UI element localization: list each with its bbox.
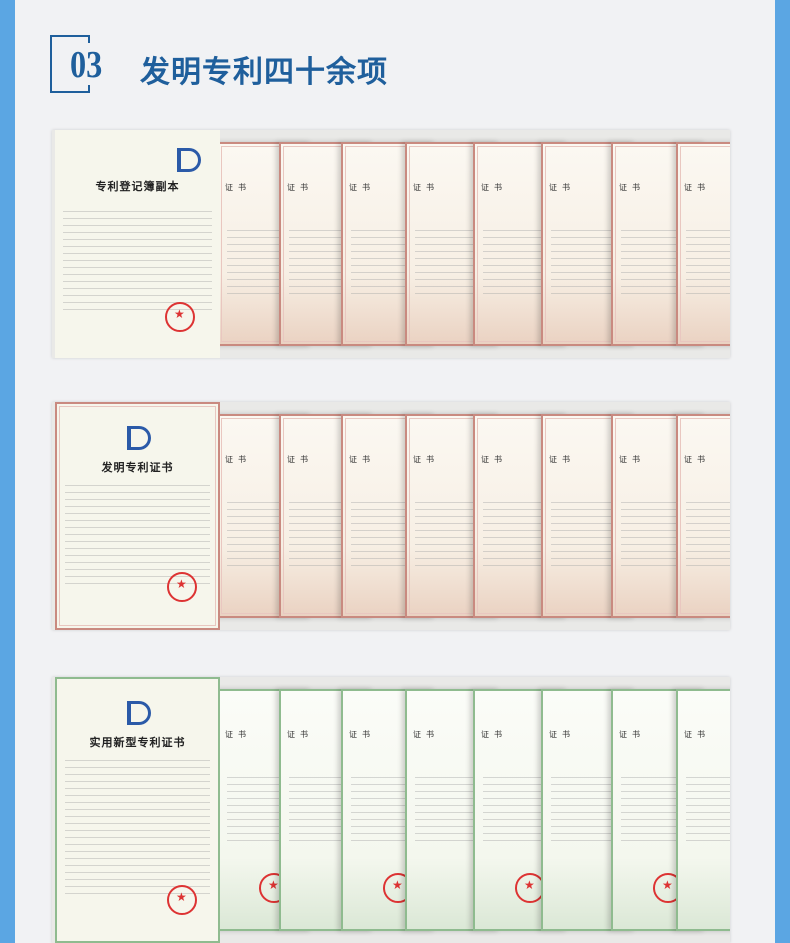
certificate-text: [63, 205, 212, 313]
certificate-title: 证书: [349, 183, 375, 192]
certificate-title: 证书: [413, 730, 439, 739]
certificate-title: 证书: [684, 730, 710, 739]
certificate-text: [65, 479, 210, 587]
certificate-row-2: 证书 证书 证书 证书 证书 证书 证书 证书发明专利证书: [52, 402, 730, 630]
cnipa-logo-icon: [127, 426, 151, 450]
certificate-title: 证书: [225, 730, 251, 739]
seal-icon: [167, 885, 197, 915]
certificate-main: 专利登记簿副本: [55, 130, 220, 358]
certificate-title: 证书: [549, 730, 575, 739]
certificate-title: 证书: [619, 730, 645, 739]
certificate-card: 证书: [541, 414, 636, 618]
certificate-text: [686, 771, 730, 841]
certificate-text: [686, 224, 730, 294]
certificate-title: 证书: [481, 730, 507, 739]
seal-icon: [167, 572, 197, 602]
certificate-title: 证书: [481, 183, 507, 192]
certificate-card: 证书: [676, 689, 730, 931]
cnipa-logo-icon: [177, 148, 201, 172]
certificate-title: 证书: [684, 183, 710, 192]
certificate-title: 证书: [619, 455, 645, 464]
certificate-title: 证书: [287, 455, 313, 464]
certificate-title: 证书: [413, 455, 439, 464]
certificate-main: 实用新型专利证书: [55, 677, 220, 943]
section-title: 发明专利四十余项: [140, 55, 388, 90]
certificate-card: 证书: [676, 414, 730, 618]
certificate-title: 证书: [549, 455, 575, 464]
certificate-title: 证书: [287, 730, 313, 739]
certificate-title: 证书: [481, 455, 507, 464]
section-header: 03 发明专利四十余项: [50, 35, 450, 93]
seal-icon: [165, 302, 195, 332]
certificate-title: 证书: [225, 455, 251, 464]
certificate-title: 证书: [684, 455, 710, 464]
certificate-card: 证书: [676, 142, 730, 346]
section-number: 03: [70, 44, 103, 86]
certificate-main-title: 实用新型专利证书: [89, 736, 186, 749]
certificate-main-title: 发明专利证书: [101, 461, 174, 474]
cnipa-logo-icon: [127, 701, 151, 725]
certificate-title: 证书: [413, 183, 439, 192]
certificate-text: [686, 496, 730, 566]
certificate-title: 证书: [549, 183, 575, 192]
certificate-row-1: 证书 证书 证书 证书 证书 证书 证书 证书 专利登记簿副本: [52, 130, 730, 358]
certificate-text: [65, 754, 210, 900]
certificate-title: 证书: [287, 183, 313, 192]
certificate-title: 证书: [349, 455, 375, 464]
number-frame: [50, 35, 90, 93]
certificate-title: 证书: [225, 183, 251, 192]
certificate-main: 发明专利证书: [55, 402, 220, 630]
certificate-title: 证书: [619, 183, 645, 192]
certificate-main-title: 专利登记簿副本: [95, 180, 180, 193]
certificate-title: 证书: [349, 730, 375, 739]
